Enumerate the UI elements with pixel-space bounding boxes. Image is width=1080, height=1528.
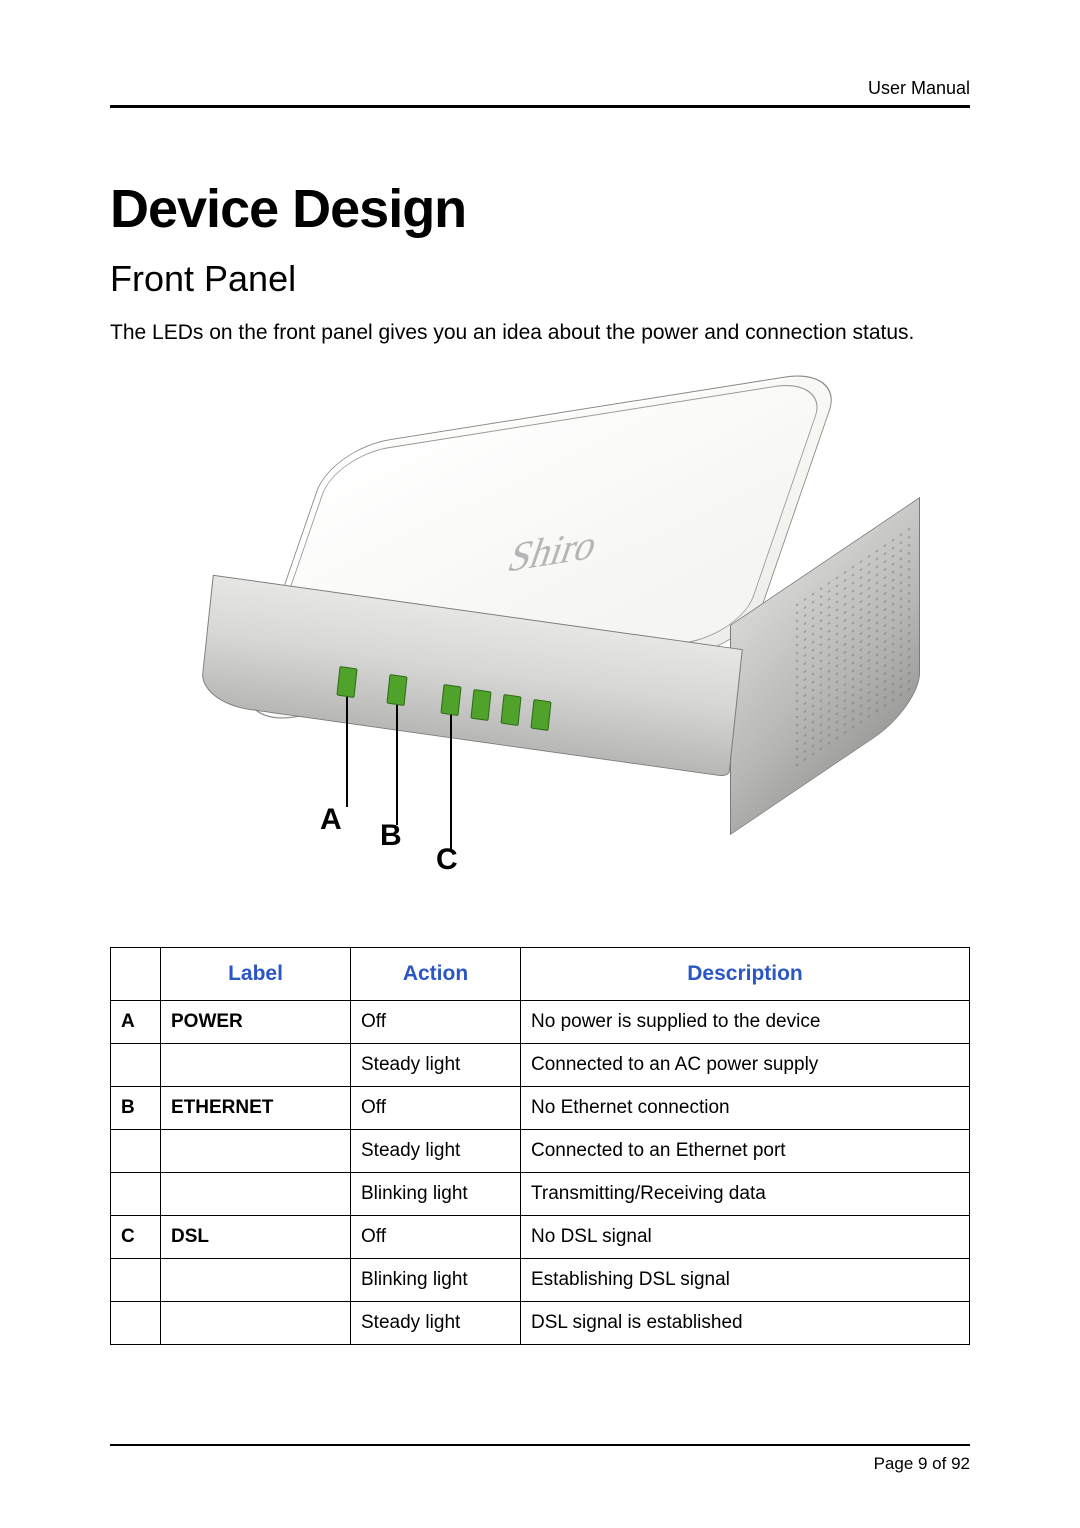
table-row: C DSL Off No DSL signal <box>111 1216 970 1259</box>
led-c1-icon <box>440 684 461 716</box>
table-body: A POWER Off No power is supplied to the … <box>111 1001 970 1345</box>
cell-id <box>111 1173 161 1216</box>
cell-action: Off <box>351 1001 521 1044</box>
table-row: Steady light Connected to an AC power su… <box>111 1044 970 1087</box>
table-header-row: Label Action Description <box>111 948 970 1001</box>
section-subtitle: Front Panel <box>110 258 970 300</box>
cell-label: POWER <box>161 1001 351 1044</box>
cell-desc: No DSL signal <box>521 1216 970 1259</box>
callout-label-a: A <box>320 803 342 837</box>
table-header-label: Label <box>161 948 351 1001</box>
cell-action: Off <box>351 1216 521 1259</box>
table-row: Steady light Connected to an Ethernet po… <box>111 1130 970 1173</box>
table-header-blank <box>111 948 161 1001</box>
cell-desc: Establishing DSL signal <box>521 1259 970 1302</box>
cell-label: ETHERNET <box>161 1087 351 1130</box>
cell-id: C <box>111 1216 161 1259</box>
table-header-description: Description <box>521 948 970 1001</box>
callout-label-b: B <box>380 819 402 853</box>
cell-desc: DSL signal is established <box>521 1302 970 1345</box>
table-row: A POWER Off No power is supplied to the … <box>111 1001 970 1044</box>
led-status-table: Label Action Description A POWER Off No … <box>110 947 970 1345</box>
callout-line-c <box>450 715 452 849</box>
table-row: Steady light DSL signal is established <box>111 1302 970 1345</box>
callout-label-c: C <box>436 843 458 877</box>
table-row: Blinking light Establishing DSL signal <box>111 1259 970 1302</box>
intro-paragraph: The LEDs on the front panel gives you an… <box>110 318 970 347</box>
cell-action: Steady light <box>351 1130 521 1173</box>
table-header-action: Action <box>351 948 521 1001</box>
cell-desc: Transmitting/Receiving data <box>521 1173 970 1216</box>
cell-id <box>111 1044 161 1087</box>
led-c4-icon <box>530 699 551 731</box>
cell-desc: No Ethernet connection <box>521 1087 970 1130</box>
cell-id <box>111 1302 161 1345</box>
cell-id <box>111 1259 161 1302</box>
cell-id <box>111 1130 161 1173</box>
cell-desc: Connected to an Ethernet port <box>521 1130 970 1173</box>
cell-action: Blinking light <box>351 1259 521 1302</box>
page-header: User Manual <box>110 60 970 108</box>
cell-desc: No power is supplied to the device <box>521 1001 970 1044</box>
callout-line-a <box>346 697 348 807</box>
cell-action: Steady light <box>351 1302 521 1345</box>
led-a-icon <box>336 666 357 698</box>
cell-action: Blinking light <box>351 1173 521 1216</box>
cell-id: A <box>111 1001 161 1044</box>
cell-label <box>161 1259 351 1302</box>
table-row: Blinking light Transmitting/Receiving da… <box>111 1173 970 1216</box>
table-row: B ETHERNET Off No Ethernet connection <box>111 1087 970 1130</box>
cell-label <box>161 1302 351 1345</box>
page: User Manual Device Design Front Panel Th… <box>0 0 1080 1528</box>
cell-label <box>161 1044 351 1087</box>
cell-label <box>161 1130 351 1173</box>
led-b-icon <box>386 674 407 706</box>
cell-desc: Connected to an AC power supply <box>521 1044 970 1087</box>
led-c3-icon <box>500 694 521 726</box>
header-right-text: User Manual <box>868 78 970 99</box>
cell-action: Off <box>351 1087 521 1130</box>
led-c2-icon <box>470 689 491 721</box>
section-title: Device Design <box>110 178 970 240</box>
callout-line-b <box>396 705 398 825</box>
cell-label <box>161 1173 351 1216</box>
device-figure: Shiro A B C <box>110 387 970 907</box>
cell-action: Steady light <box>351 1044 521 1087</box>
cell-id: B <box>111 1087 161 1130</box>
device-illustration: Shiro A B C <box>170 387 910 907</box>
device-vents-icon <box>793 523 913 772</box>
footer-page-number: Page 9 of 92 <box>874 1454 970 1473</box>
cell-label: DSL <box>161 1216 351 1259</box>
page-footer: Page 9 of 92 <box>110 1444 970 1474</box>
